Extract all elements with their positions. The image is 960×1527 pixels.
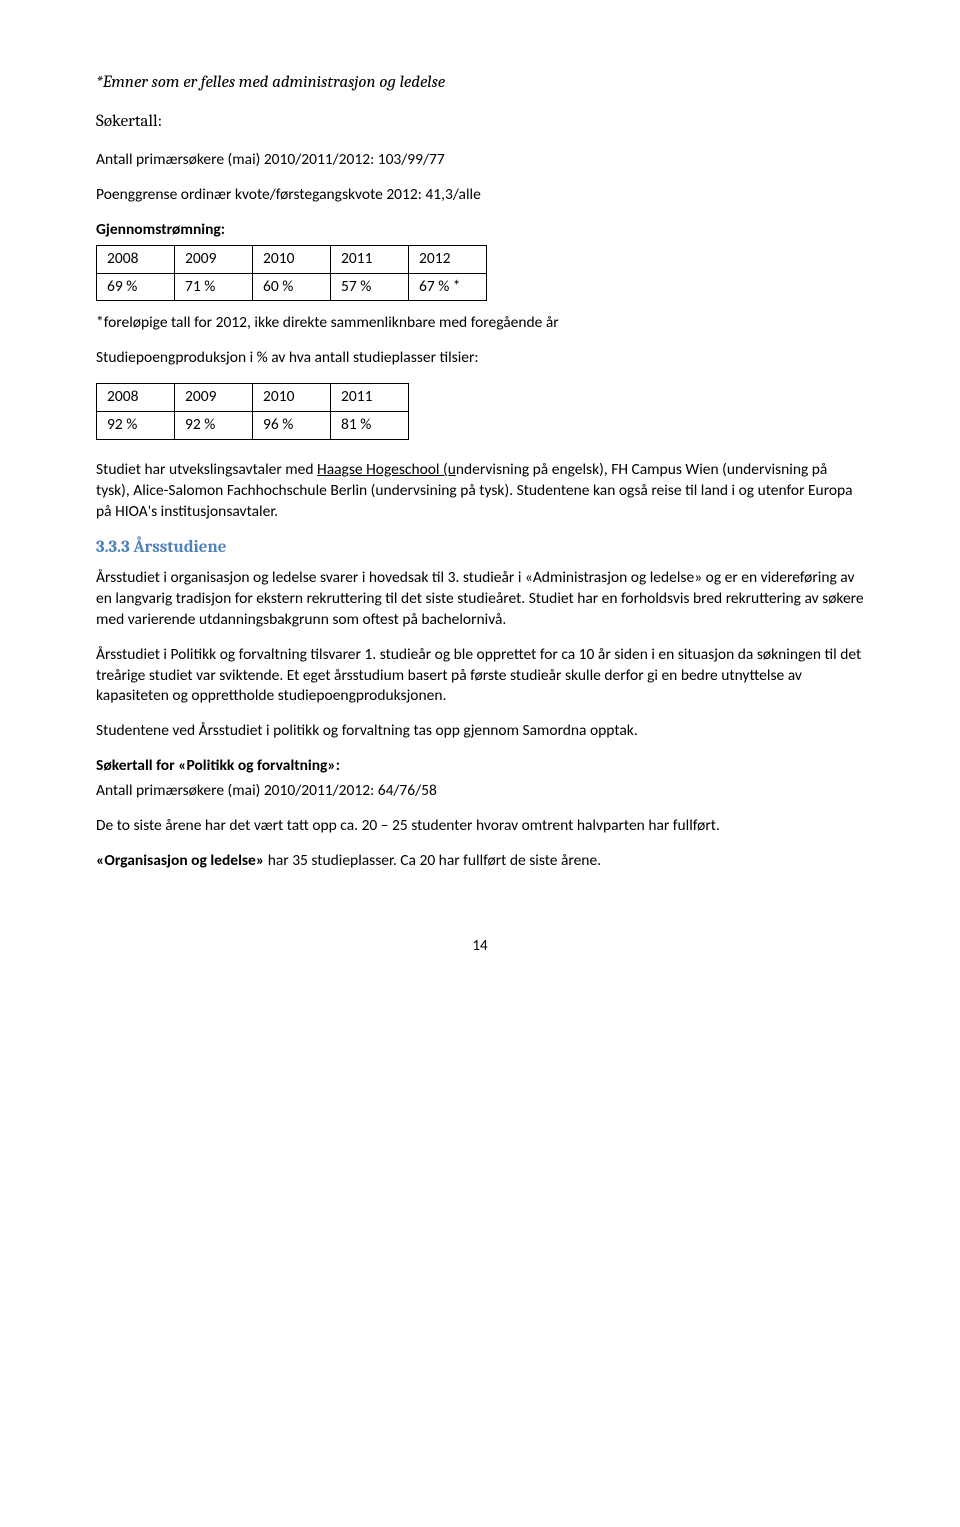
sec333-p5: «Organisasjon og ledelse» har 35 studiep… xyxy=(96,851,864,872)
table-cell: 2008 xyxy=(97,384,175,412)
sec333-p3: Studentene ved Årsstudiet i politikk og … xyxy=(96,721,864,742)
text-span: Studiet har utvekslingsavtaler med xyxy=(96,460,317,479)
table-row: 69 % 71 % 60 % 57 % 67 % * xyxy=(97,273,487,301)
table-cell: 2010 xyxy=(253,245,331,273)
table-cell: 69 % xyxy=(97,273,175,301)
heading-333: 3.3.3 Årsstudiene xyxy=(96,537,864,560)
header-note: *Emner som er felles med administrasjon … xyxy=(96,72,864,95)
table-cell: 2012 xyxy=(409,245,487,273)
footnote-1: *foreløpige tall for 2012, ikke direkte … xyxy=(96,313,864,334)
exchange-paragraph: Studiet har utvekslingsavtaler med Haags… xyxy=(96,460,864,523)
sec333-p4: De to siste årene har det vært tatt opp … xyxy=(96,816,864,837)
link-haagse: Haagse Hogeschool (u xyxy=(317,460,456,479)
sokertall-title: Søkertall: xyxy=(96,111,864,134)
table-cell: 2008 xyxy=(97,245,175,273)
sec333-p2: Årsstudiet i Politikk og forvaltning til… xyxy=(96,645,864,708)
table-gjennomstromning: 2008 2009 2010 2011 2012 69 % 71 % 60 % … xyxy=(96,245,487,302)
sokertall-line2: Poenggrense ordinær kvote/førstegangskvo… xyxy=(96,185,864,206)
table-cell: 67 % * xyxy=(409,273,487,301)
page-number: 14 xyxy=(96,936,864,956)
table-row: 92 % 92 % 96 % 81 % xyxy=(97,412,409,440)
text-span: har 35 studieplasser. Ca 20 har fullført… xyxy=(264,851,601,870)
table-row: 2008 2009 2010 2011 2012 xyxy=(97,245,487,273)
table-row: 2008 2009 2010 2011 xyxy=(97,384,409,412)
table-cell: 92 % xyxy=(175,412,253,440)
table-cell: 60 % xyxy=(253,273,331,301)
table-cell: 96 % xyxy=(253,412,331,440)
sokertall-pf-line: Antall primærsøkere (mai) 2010/2011/2012… xyxy=(96,781,864,802)
table-cell: 2009 xyxy=(175,384,253,412)
sokertall-line1: Antall primærsøkere (mai) 2010/2011/2012… xyxy=(96,150,864,171)
table-cell: 2009 xyxy=(175,245,253,273)
sec333-p1: Årsstudiet i organisasjon og ledelse sva… xyxy=(96,568,864,631)
table-cell: 71 % xyxy=(175,273,253,301)
table-cell: 92 % xyxy=(97,412,175,440)
sokertall-pf-label: Søkertall for «Politikk og forvaltning»: xyxy=(96,756,864,777)
table-cell: 2011 xyxy=(331,384,409,412)
table-studiepoeng: 2008 2009 2010 2011 92 % 92 % 96 % 81 % xyxy=(96,383,409,440)
table-cell: 81 % xyxy=(331,412,409,440)
table-cell: 57 % xyxy=(331,273,409,301)
studiepoeng-label: Studiepoengproduksjon i % av hva antall … xyxy=(96,348,864,369)
table-cell: 2011 xyxy=(331,245,409,273)
bold-span: «Organisasjon og ledelse» xyxy=(96,851,264,870)
table-cell: 2010 xyxy=(253,384,331,412)
gjennomstromning-label: Gjennomstrømning: xyxy=(96,220,864,241)
